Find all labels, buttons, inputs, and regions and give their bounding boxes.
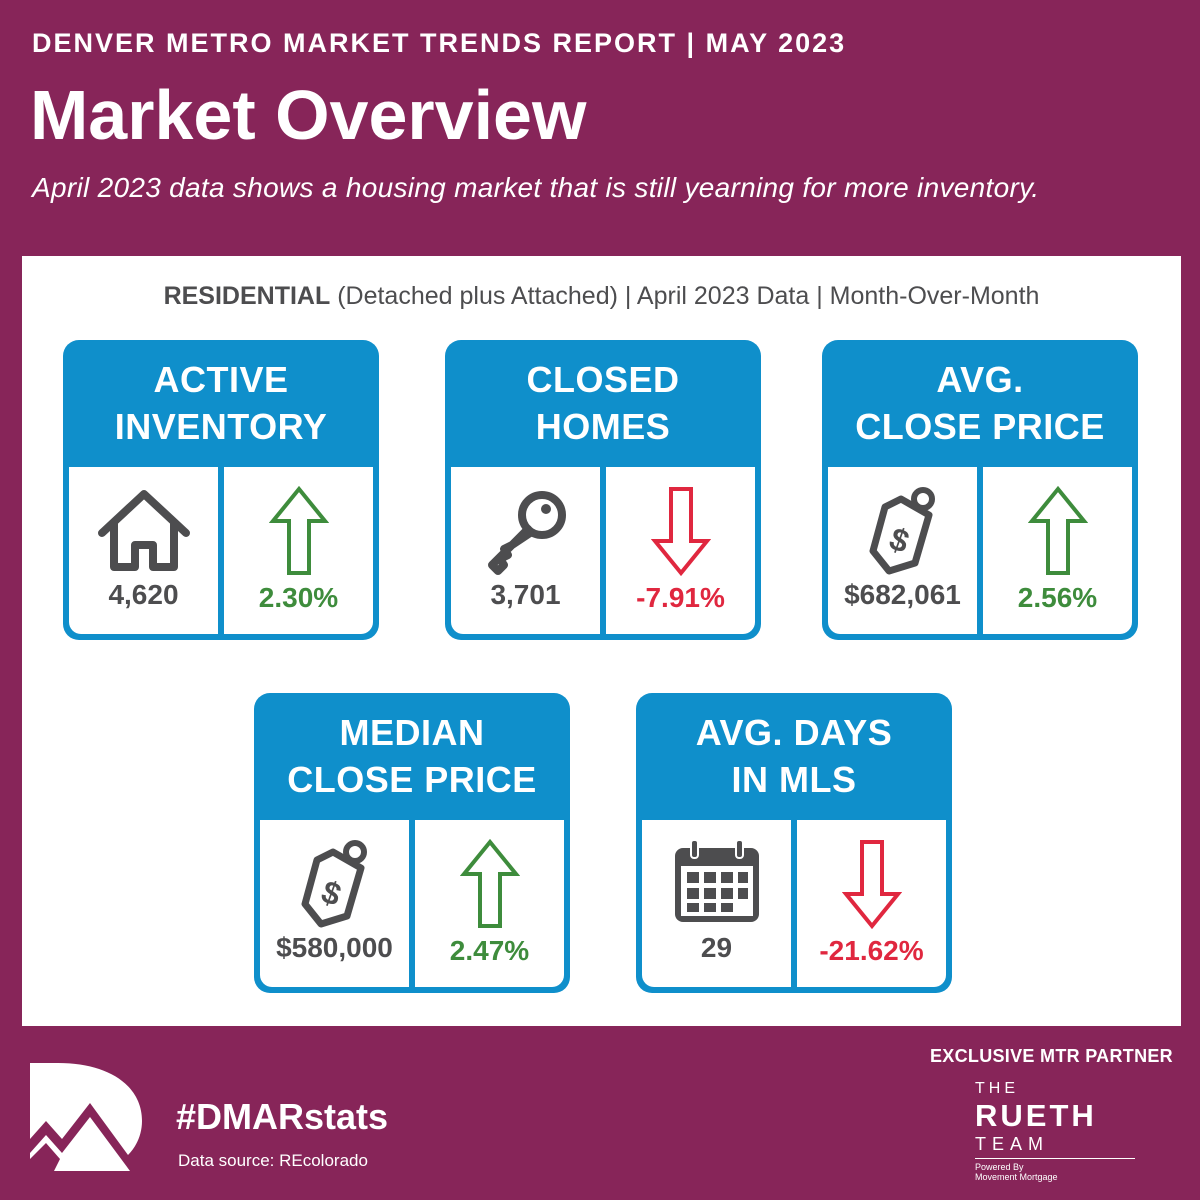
- calendar-icon: [674, 839, 759, 922]
- stats-panel: RESIDENTIAL (Detached plus Attached) | A…: [22, 256, 1181, 1026]
- partner-divider: [975, 1158, 1135, 1159]
- residential-label: RESIDENTIAL: [163, 282, 331, 310]
- value-cell: 29: [642, 820, 797, 987]
- arrow-up-icon: [268, 485, 329, 575]
- change-cell: 2.47%: [415, 820, 564, 987]
- value-cell: 4,620: [69, 467, 224, 634]
- card-title: AVG. CLOSE PRICE: [855, 359, 1105, 447]
- metric-value: 3,701: [490, 579, 561, 610]
- report-kicker: DENVER METRO MARKET TRENDS REPORT | MAY …: [32, 28, 847, 58]
- metric-change: 2.47%: [449, 935, 530, 966]
- card-title: ACTIVE INVENTORY: [114, 359, 328, 447]
- price-tag-icon: $: [869, 487, 935, 575]
- metric-change: 2.30%: [258, 582, 339, 613]
- page-title: Market Overview: [30, 76, 587, 154]
- key-icon: [487, 491, 566, 575]
- card-active-inventory: ACTIVE INVENTORY 4,620 2.30%: [63, 340, 379, 640]
- metric-change: 2.56%: [1017, 582, 1098, 613]
- residential-caption: RESIDENTIAL (Detached plus Attached) | A…: [22, 282, 1181, 311]
- metric-value: $580,000: [276, 932, 393, 963]
- svg-text:$: $: [316, 873, 345, 913]
- metric-change: -7.91%: [636, 582, 725, 613]
- metric-change: -21.62%: [819, 935, 924, 966]
- card-avg-close-price: AVG. CLOSE PRICE $ $682,061 2.56%: [822, 340, 1138, 640]
- arrow-up-icon: [459, 838, 520, 928]
- card-body: 3,701 -7.91%: [451, 467, 755, 634]
- partner-team: TEAM: [975, 1134, 1050, 1154]
- metric-value: $682,061: [844, 579, 961, 610]
- partner-name: RUETH: [975, 1098, 1097, 1133]
- value-cell: $ $682,061: [828, 467, 983, 634]
- card-median-close-price: MEDIAN CLOSE PRICE $ $580,000 2.47%: [254, 693, 570, 993]
- house-icon: [97, 490, 190, 571]
- partner-label: EXCLUSIVE MTR PARTNER: [930, 1046, 1173, 1066]
- card-closed-homes: CLOSED HOMES 3,701 -7.91%: [445, 340, 761, 640]
- card-title: MEDIAN CLOSE PRICE: [287, 712, 537, 800]
- card-body: 29 -21.62%: [642, 820, 946, 987]
- card-body: 4,620 2.30%: [69, 467, 373, 634]
- change-cell: 2.56%: [983, 467, 1132, 634]
- change-cell: -21.62%: [797, 820, 946, 987]
- svg-text:$: $: [884, 520, 913, 560]
- arrow-up-icon: [1027, 485, 1088, 575]
- price-tag-icon: $: [301, 840, 367, 928]
- change-cell: -7.91%: [606, 467, 755, 634]
- residential-details: (Detached plus Attached) | April 2023 Da…: [330, 282, 1040, 310]
- partner-powered: Powered By Movement Mortgage: [975, 1162, 1058, 1183]
- card-body: $ $682,061 2.56%: [828, 467, 1132, 634]
- card-title: CLOSED HOMES: [526, 359, 680, 447]
- data-source: Data source: REcolorado: [178, 1151, 368, 1170]
- metric-value: 4,620: [108, 579, 179, 610]
- change-cell: 2.30%: [224, 467, 373, 634]
- partner-the: THE: [975, 1080, 1019, 1097]
- page-subtitle: April 2023 data shows a housing market t…: [32, 172, 1040, 203]
- dmar-logo: [30, 1063, 142, 1171]
- card-body: $ $580,000 2.47%: [260, 820, 564, 987]
- metric-value: 29: [700, 932, 733, 963]
- arrow-down-icon: [650, 487, 711, 577]
- partner-logo: THE RUETH TEAM Powered By Movement Mortga…: [975, 1080, 1135, 1183]
- arrow-down-icon: [841, 840, 902, 930]
- card-title: AVG. DAYS IN MLS: [695, 712, 893, 800]
- hashtag: #DMARstats: [176, 1096, 389, 1137]
- value-cell: $ $580,000: [260, 820, 415, 987]
- value-cell: 3,701: [451, 467, 606, 634]
- card-avg-days-in-mls: AVG. DAYS IN MLS 29: [636, 693, 952, 993]
